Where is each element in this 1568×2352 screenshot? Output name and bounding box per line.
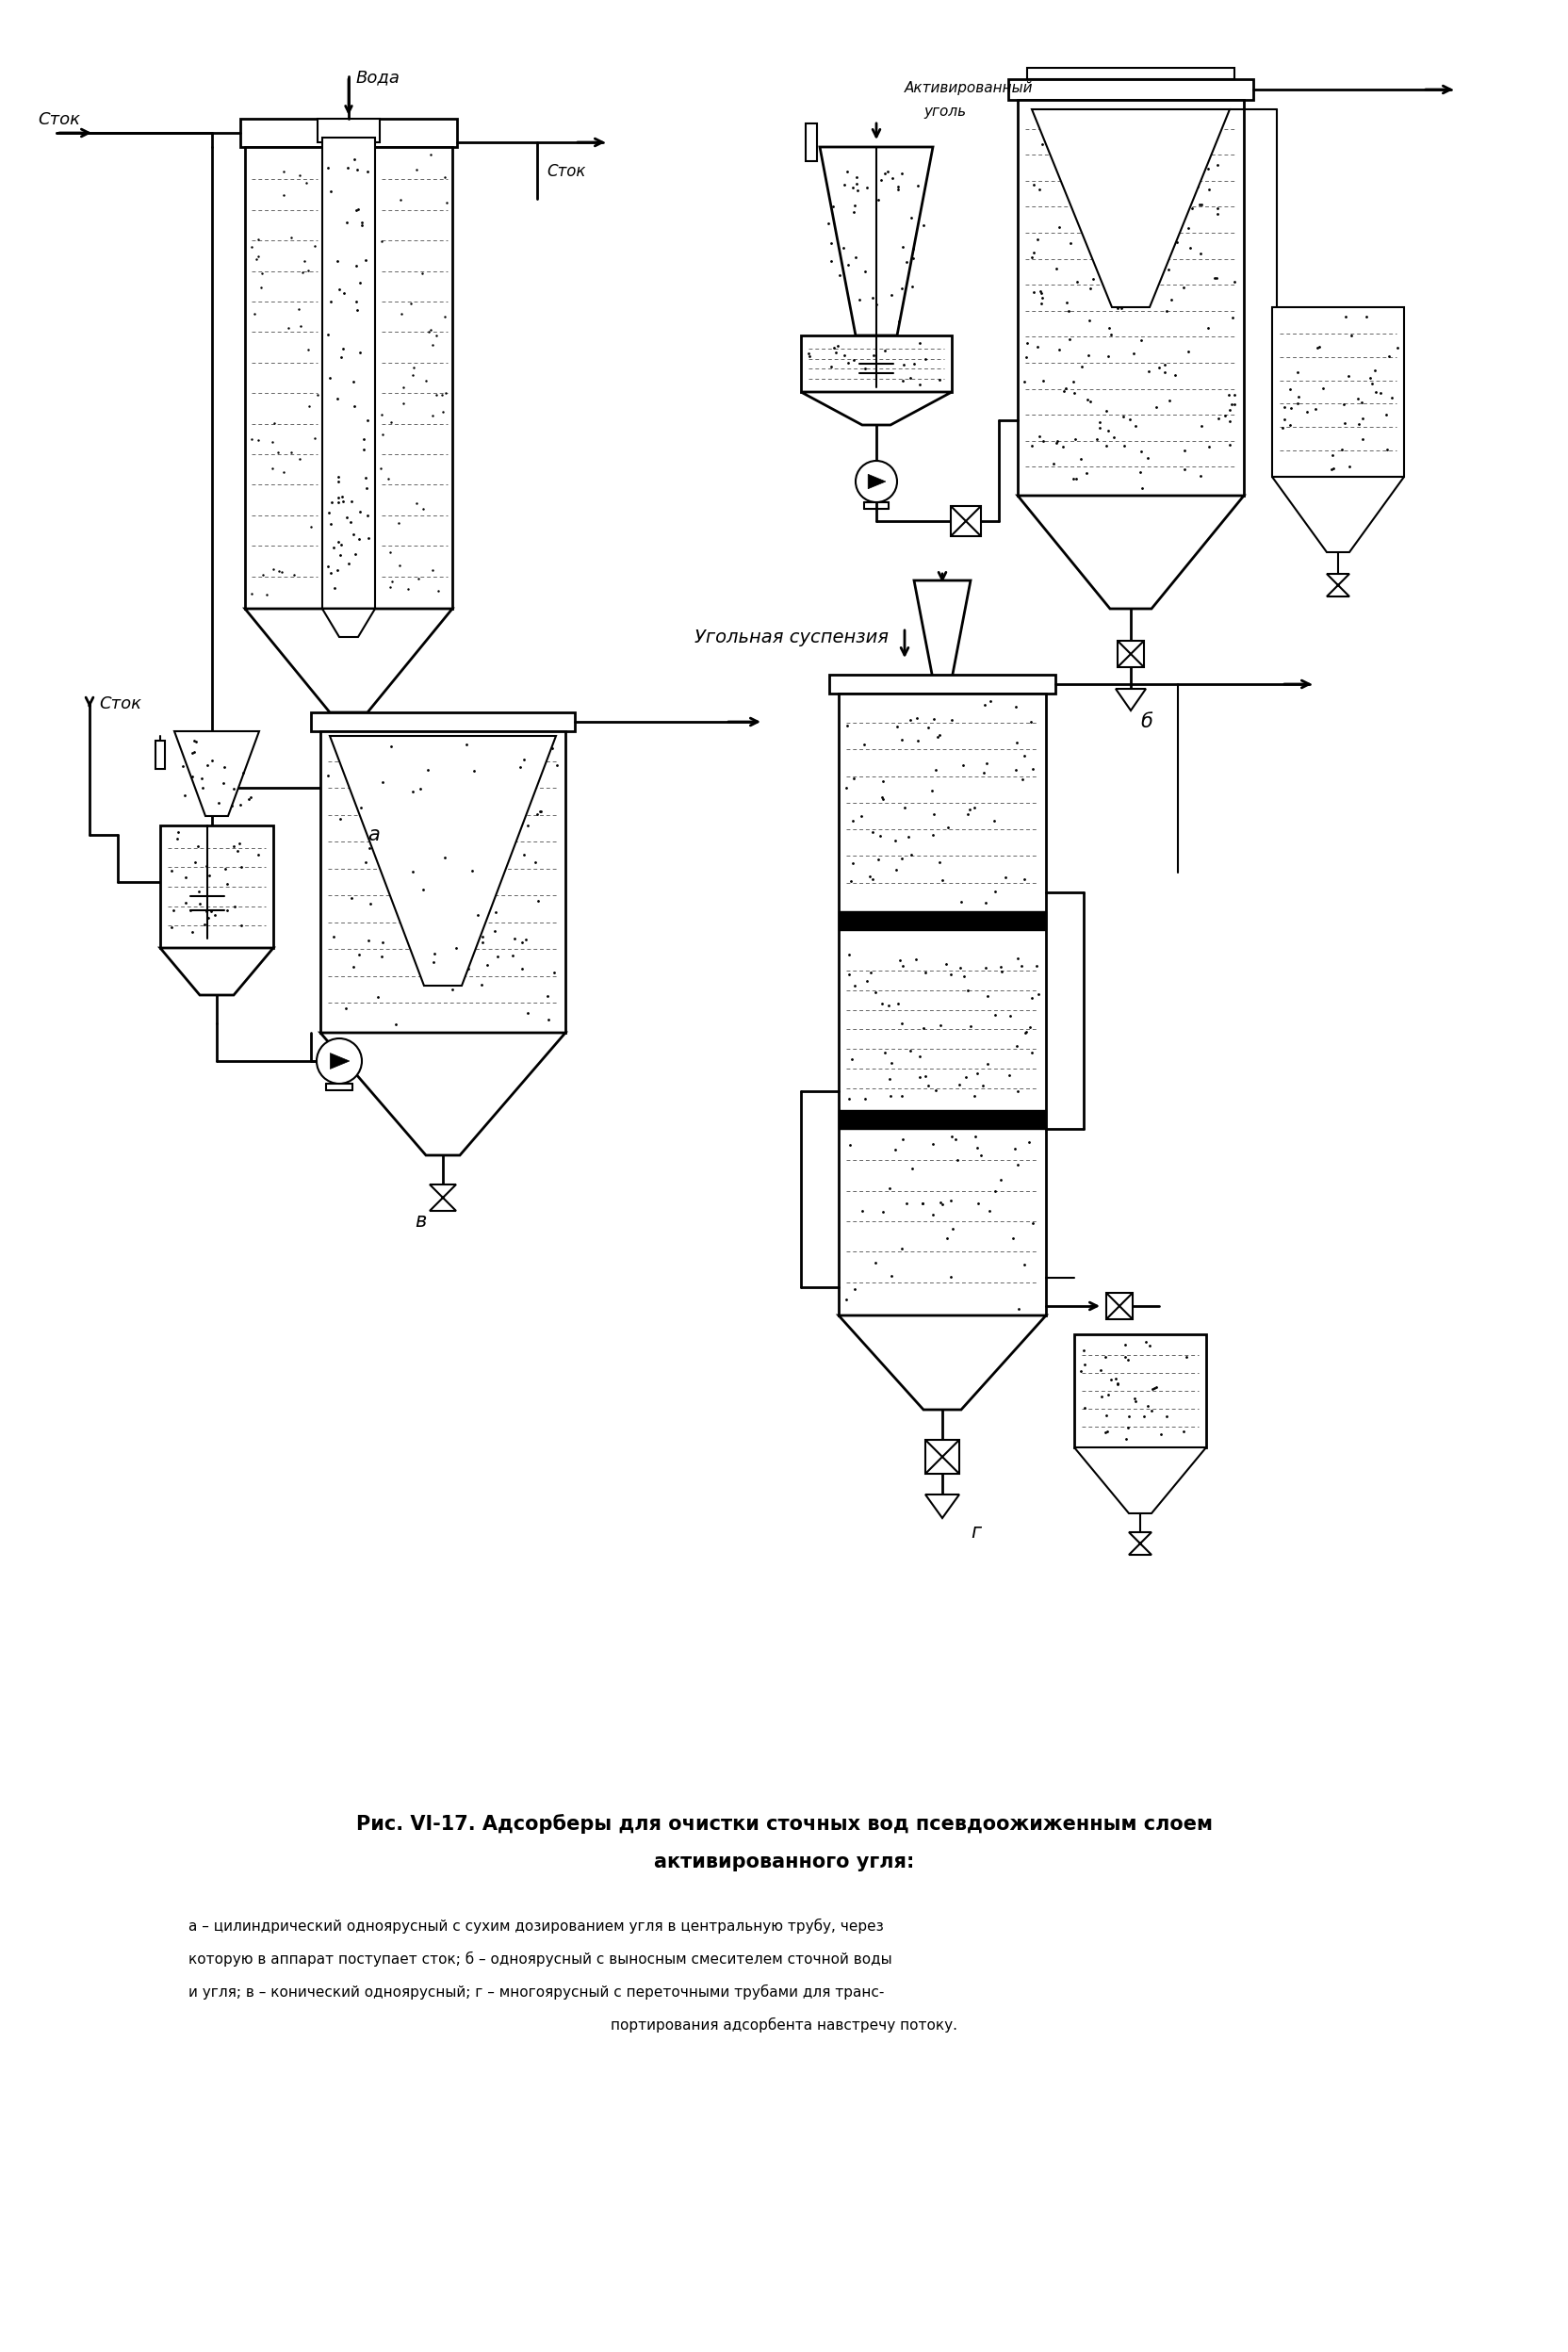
- Text: а: а: [367, 826, 379, 844]
- Text: активированного угля:: активированного угля:: [654, 1853, 914, 1872]
- Bar: [1107, 1294, 1132, 1319]
- Text: б: б: [1140, 713, 1152, 731]
- Text: а – цилиндрический одноярусный с сухим дозированием угля в центральную трубу, че: а – цилиндрический одноярусный с сухим д…: [188, 1919, 884, 1933]
- Bar: [839, 694, 1046, 1315]
- Polygon shape: [1018, 496, 1243, 609]
- Bar: [240, 118, 456, 146]
- Bar: [245, 146, 452, 609]
- Polygon shape: [160, 948, 273, 995]
- Text: Сток: Сток: [547, 162, 585, 181]
- Bar: [839, 910, 1046, 929]
- Text: Сток: Сток: [99, 696, 141, 713]
- Polygon shape: [1074, 1446, 1206, 1512]
- Text: Сток: Сток: [38, 111, 80, 127]
- Text: уголь: уголь: [924, 103, 966, 118]
- Polygon shape: [1116, 689, 1146, 710]
- Polygon shape: [430, 1185, 456, 1211]
- Text: Активированный: Активированный: [905, 80, 1033, 94]
- Text: и угля; в – конический одноярусный; г – многоярусный с переточными трубами для т: и угля; в – конический одноярусный; г – …: [188, 1985, 884, 1999]
- Polygon shape: [331, 1054, 350, 1068]
- Polygon shape: [801, 393, 952, 426]
- Bar: [1118, 640, 1145, 668]
- Polygon shape: [1129, 1531, 1151, 1555]
- Bar: [1027, 68, 1234, 80]
- Polygon shape: [869, 475, 886, 489]
- Text: г: г: [971, 1522, 982, 1541]
- Circle shape: [317, 1040, 362, 1084]
- Bar: [320, 731, 566, 1033]
- Bar: [198, 840, 227, 868]
- Bar: [318, 118, 379, 141]
- Polygon shape: [334, 797, 362, 821]
- Bar: [310, 713, 575, 731]
- Polygon shape: [1327, 574, 1350, 597]
- Polygon shape: [174, 731, 259, 816]
- Bar: [950, 506, 982, 536]
- Bar: [155, 741, 165, 769]
- Polygon shape: [1272, 477, 1403, 553]
- Bar: [839, 1110, 1046, 1129]
- Bar: [1074, 1334, 1206, 1446]
- Polygon shape: [245, 609, 452, 713]
- Bar: [390, 1047, 420, 1077]
- Polygon shape: [320, 1033, 566, 1155]
- Bar: [323, 136, 375, 609]
- Polygon shape: [925, 1494, 960, 1517]
- Text: портирования адсорбента навстречу потоку.: портирования адсорбента навстречу потоку…: [610, 2018, 958, 2032]
- Polygon shape: [323, 609, 375, 637]
- Text: Угольная суспензия: Угольная суспензия: [695, 628, 889, 647]
- Polygon shape: [914, 581, 971, 689]
- Bar: [829, 675, 1055, 694]
- Bar: [1018, 99, 1243, 496]
- Polygon shape: [329, 736, 557, 985]
- Bar: [925, 1439, 960, 1475]
- Bar: [160, 826, 273, 948]
- Polygon shape: [820, 146, 933, 336]
- Bar: [806, 122, 817, 162]
- Polygon shape: [1032, 108, 1229, 308]
- Text: которую в аппарат поступает сток; б – одноярусный с выносным смесителем сточной : которую в аппарат поступает сток; б – од…: [188, 1952, 892, 1966]
- Bar: [337, 757, 361, 781]
- Bar: [1008, 80, 1253, 99]
- Bar: [801, 336, 952, 393]
- Text: Рис. VI-17. Адсорберы для очистки сточных вод псевдоожиженным слоем: Рис. VI-17. Адсорберы для очистки сточны…: [356, 1813, 1212, 1835]
- Polygon shape: [839, 1315, 1046, 1409]
- Circle shape: [856, 461, 897, 503]
- Bar: [1272, 308, 1403, 477]
- Text: Вода: Вода: [356, 68, 400, 85]
- Text: в: в: [414, 1211, 426, 1230]
